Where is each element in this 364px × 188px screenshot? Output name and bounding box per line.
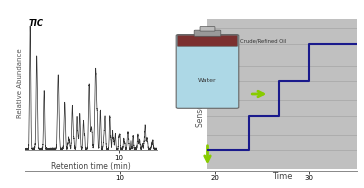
- Text: TIC: TIC: [28, 19, 43, 28]
- Y-axis label: Relative Abundance: Relative Abundance: [17, 48, 23, 118]
- Text: Crude/Refined Oil: Crude/Refined Oil: [240, 39, 286, 44]
- X-axis label: Retention time (min): Retention time (min): [51, 162, 131, 171]
- Text: Water: Water: [198, 77, 217, 83]
- Y-axis label: Sensor Response: Sensor Response: [196, 61, 205, 127]
- X-axis label: Time: Time: [272, 172, 292, 181]
